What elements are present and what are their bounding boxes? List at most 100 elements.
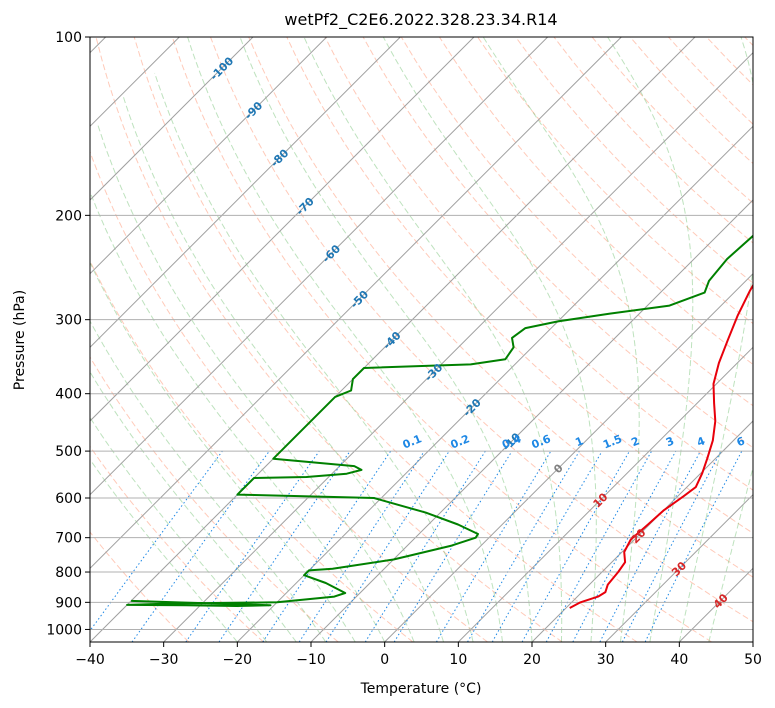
mixing-ratio-line — [572, 450, 677, 642]
mixing-ratio-label: 2 — [629, 434, 641, 449]
isotherm — [90, 37, 254, 201]
mixing-ratio-label: 0.6 — [530, 432, 553, 451]
isotherm — [90, 37, 475, 422]
isotherm — [310, 199, 753, 642]
moist-adiabat — [482, 37, 640, 642]
chart-title: wetPf2_C2E6.2022.328.23.34.R14 — [284, 10, 557, 30]
mixing-ratio-label: 0.2 — [449, 432, 472, 451]
y-axis-ticks: 100 200 300 400 500 600 700 800 900 1000 — [46, 30, 90, 638]
mixing-ratio-label: 0.4 — [500, 432, 523, 451]
mixing-ratio-line — [325, 450, 450, 642]
isotherm — [752, 641, 753, 642]
moist-adiabat — [122, 94, 445, 642]
isotherm — [90, 37, 549, 496]
mixing-ratio-line — [435, 450, 552, 642]
mixing-ratio-line — [521, 450, 630, 642]
mixing-ratio-line — [218, 450, 351, 642]
x-tick-label: 40 — [670, 652, 688, 668]
dry-adiabat — [90, 259, 414, 642]
dry-adiabat — [90, 150, 488, 642]
dry-adiabat — [90, 445, 264, 642]
profile-line — [126, 234, 753, 607]
y-axis-label: Pressure (hPa) — [12, 290, 28, 390]
y-tick-label: 800 — [55, 565, 82, 581]
mixing-ratio-line — [185, 450, 320, 642]
isotherm-label: -90 — [242, 99, 265, 122]
mixing-ratio-label: 0.1 — [401, 432, 424, 451]
moist-adiabat — [382, 37, 597, 642]
profile-line — [569, 283, 753, 609]
moist-adiabat — [187, 37, 503, 642]
isotherm — [90, 37, 328, 275]
x-tick-label: −30 — [149, 652, 179, 668]
isotherm — [531, 420, 753, 642]
y-tick-label: 600 — [55, 491, 82, 507]
x-tick-label: 50 — [744, 652, 762, 668]
mixing-ratio-label: 6 — [735, 434, 747, 449]
moist-adiabat — [90, 320, 327, 642]
isotherm — [457, 346, 753, 642]
dry-adiabat — [400, 37, 753, 407]
plot-frame — [89, 36, 754, 643]
x-tick-label: −40 — [75, 652, 105, 668]
mixing-ratio-line — [644, 450, 743, 642]
dry-adiabat — [515, 37, 753, 284]
mixing-ratio-line — [131, 450, 270, 642]
moist-adiabat — [90, 261, 356, 642]
isotherm-label: -30 — [422, 361, 445, 384]
pressure-gridlines — [90, 37, 753, 630]
mixing-ratio-label: 8 — [762, 434, 774, 449]
isotherm — [236, 125, 753, 642]
y-tick-label: 100 — [55, 30, 82, 46]
mixing-ratio-line — [393, 450, 513, 642]
mixing-ratio-line — [298, 450, 425, 642]
x-tick-label: −20 — [223, 652, 253, 668]
background-lines — [90, 37, 753, 642]
y-tick-label: 700 — [55, 531, 82, 547]
mixing-ratio-label: 1.5 — [601, 432, 624, 451]
isotherm — [605, 493, 753, 642]
moist-adiabat — [678, 37, 753, 642]
moist-adiabat — [239, 37, 533, 642]
x-tick-label: −10 — [296, 652, 326, 668]
isotherm-label: -100 — [208, 54, 237, 83]
mixing-ratio-line — [262, 450, 392, 642]
y-tick-label: 300 — [55, 313, 82, 329]
mixing-ratio-line — [467, 450, 580, 642]
dry-adiabat — [90, 531, 190, 642]
mixing-ratio-label: 3 — [664, 434, 676, 449]
x-tick-label: 0 — [380, 652, 389, 668]
mixing-ratio-label: 4 — [695, 434, 707, 449]
isopleth-labels: -100-90-80-70-60-50-40-30-20-10010203040… — [208, 54, 774, 611]
mixing-ratio-line — [545, 450, 653, 642]
dry-adiabat — [668, 37, 753, 125]
dry-adiabat — [133, 37, 638, 642]
dry-adiabat — [744, 37, 753, 47]
mixing-ratio-line — [90, 450, 223, 632]
moist-adiabat — [303, 37, 563, 642]
isotherm — [384, 272, 753, 642]
y-tick-label: 200 — [55, 208, 82, 224]
y-tick-label: 400 — [55, 387, 82, 403]
moist-adiabat — [607, 37, 694, 642]
x-axis-label: Temperature (°C) — [360, 681, 482, 697]
dry-adiabat — [706, 37, 753, 86]
x-tick-label: 30 — [597, 652, 615, 668]
dry-adiabat — [591, 37, 753, 204]
isotherm — [163, 51, 753, 642]
isotherm — [90, 37, 401, 349]
isotherm — [90, 37, 696, 642]
dry-adiabat — [95, 37, 563, 642]
moist-adiabat — [154, 72, 474, 642]
dry-adiabat — [438, 37, 753, 366]
y-tick-label: 500 — [55, 444, 82, 460]
dry-adiabat — [248, 37, 753, 578]
x-axis-ticks: −40 −30 −20 −10 0 10 20 30 40 50 — [75, 642, 762, 668]
mixing-ratio-label: 1 — [573, 434, 585, 449]
x-tick-label: 10 — [449, 652, 467, 668]
y-tick-label: 900 — [55, 595, 82, 611]
dry-adiabat — [210, 37, 753, 623]
x-tick-label: 20 — [523, 652, 541, 668]
isotherm — [90, 37, 622, 570]
profiles — [126, 234, 753, 609]
